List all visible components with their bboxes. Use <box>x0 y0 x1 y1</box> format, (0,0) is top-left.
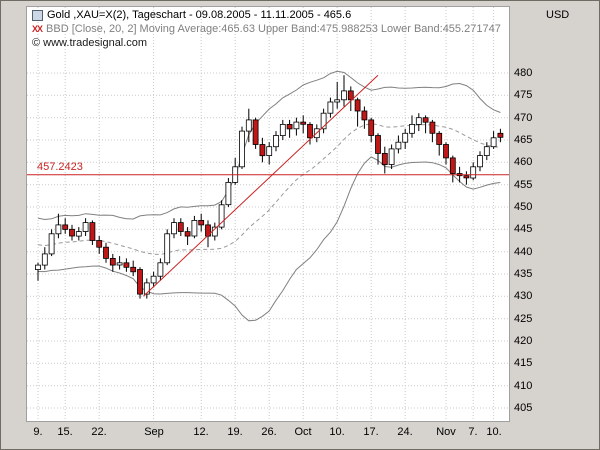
x-axis-label: 10. <box>329 426 345 438</box>
x-axis-label: 10. <box>486 426 502 438</box>
y-axis-label: 440 <box>514 246 533 258</box>
indicator-text: BBD [Close, 20, 2] Moving Average:465.63… <box>46 23 501 35</box>
copyright-line: © www.tradesignal.com <box>32 37 147 49</box>
y-axis-label: 465 <box>514 134 533 146</box>
y-axis-label: 480 <box>514 67 533 79</box>
x-axis-label: 17. <box>363 426 379 438</box>
plot-area <box>26 6 510 422</box>
x-axis-label: 9. <box>33 426 43 438</box>
x-axis-label: 19. <box>227 426 243 438</box>
y-axis-label: 425 <box>514 313 533 325</box>
y-axis-label: 435 <box>514 268 533 280</box>
x-axis-label: 7. <box>468 426 478 438</box>
x-axis: 9. 15. 22. Sep 12. 19. 26. Oct 10. 17. 24. Nov 7. 10. <box>1 426 599 440</box>
y-axis-label: 410 <box>514 380 533 392</box>
copyright-text: © www.tradesignal.com <box>32 37 148 49</box>
instrument-icon <box>32 9 43 21</box>
chart-title-line: Gold ,XAU=X(2), Tageschart - 09.08.2005 … <box>32 9 351 21</box>
y-axis-label: 430 <box>514 290 533 302</box>
x-axis-label: 24. <box>397 426 413 438</box>
x-axis-label: 22. <box>91 426 107 438</box>
x-axis-label: 15. <box>57 426 73 438</box>
x-axis-label: 12. <box>193 426 209 438</box>
x-axis-label: Oct <box>294 426 312 438</box>
y-axis-label: 405 <box>514 402 533 414</box>
y-axis-unit-label: USD <box>546 9 570 21</box>
y-axis-label: 445 <box>514 223 533 235</box>
y-axis-label: 455 <box>514 179 533 191</box>
y-axis-label: 475 <box>514 89 533 101</box>
y-axis-label: 415 <box>514 357 533 369</box>
price-alert-line-label: 457.2423 <box>37 161 83 173</box>
indicator-line: XX BBD [Close, 20, 2] Moving Average:465… <box>32 23 501 35</box>
chart-title-text: Gold ,XAU=X(2), Tageschart - 09.08.2005 … <box>47 9 352 21</box>
y-axis-label: 470 <box>514 112 533 124</box>
x-axis-label: Sep <box>144 426 164 438</box>
y-axis: 480 475 470 465 460 455 450 445 440 435 430 425 420 4… <box>514 1 559 449</box>
y-axis-label: 460 <box>514 156 533 168</box>
y-axis-label: 450 <box>514 201 533 213</box>
x-axis-label: Nov <box>436 426 456 438</box>
y-axis-label: 420 <box>514 335 533 347</box>
x-axis-label: 26. <box>261 426 277 438</box>
indicator-icon: XX <box>32 24 43 34</box>
